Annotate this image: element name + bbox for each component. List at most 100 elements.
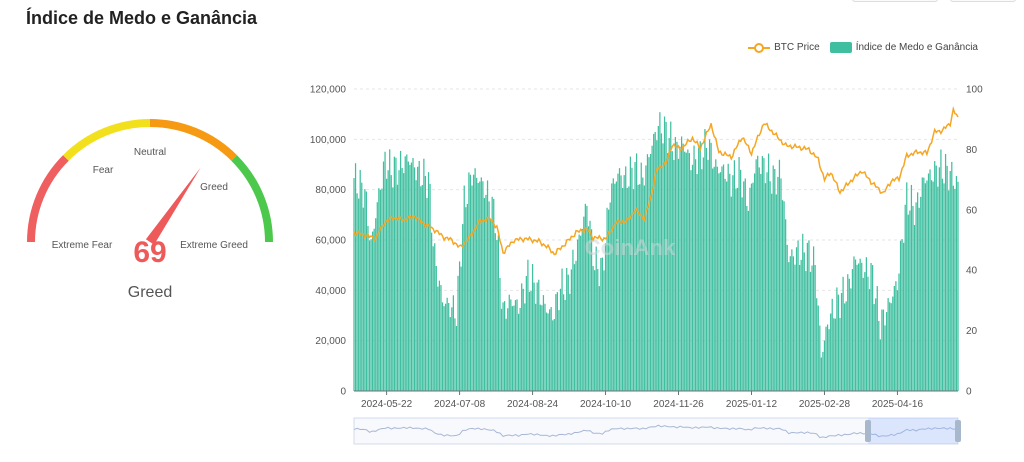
index-bar <box>938 167 940 391</box>
zoom-selection <box>868 418 958 444</box>
index-bar <box>930 180 933 391</box>
legend-item-btc[interactable]: BTC Price <box>748 42 820 53</box>
index-bar <box>417 166 419 391</box>
index-bar <box>812 246 815 391</box>
index-bar <box>749 187 751 391</box>
x-tick-label: 2025-01-12 <box>726 399 778 410</box>
index-bar <box>820 357 822 391</box>
gauge-segment-greed <box>149 119 237 161</box>
index-bar <box>382 161 385 391</box>
index-bar <box>951 161 953 391</box>
index-bar <box>732 175 734 391</box>
index-bar <box>476 177 478 391</box>
index-bar <box>646 154 649 391</box>
index-bar <box>856 264 858 391</box>
index-bar <box>544 303 546 391</box>
index-bar <box>642 177 644 391</box>
index-bar <box>618 168 621 391</box>
index-bar <box>379 189 382 391</box>
index-bar <box>465 207 467 391</box>
index-bar <box>643 185 645 391</box>
index-bar <box>632 189 635 391</box>
index-bar <box>657 125 659 391</box>
index-bar <box>681 136 683 391</box>
index-bar <box>744 178 746 391</box>
index-bar <box>881 309 883 391</box>
x-tick-label: 2024-10-10 <box>580 399 632 410</box>
index-bar <box>390 175 392 391</box>
index-bar <box>631 167 633 391</box>
index-bar <box>362 207 364 391</box>
index-bar <box>549 309 551 391</box>
data-zoom-slider[interactable] <box>353 417 961 445</box>
index-bar <box>510 299 512 391</box>
index-bar <box>743 181 745 391</box>
index-bar <box>851 269 854 391</box>
legend-item-index[interactable]: Índice de Medo e Ganância <box>829 42 978 53</box>
index-bar <box>598 286 600 391</box>
index-bar <box>771 193 773 391</box>
index-bar <box>547 313 549 391</box>
index-bar <box>472 174 475 391</box>
top-tab[interactable] <box>950 0 1016 2</box>
index-bar <box>358 198 360 391</box>
index-bar <box>558 310 560 391</box>
index-bar <box>561 268 563 391</box>
index-bar <box>653 133 655 391</box>
index-bar <box>803 252 805 391</box>
index-bar <box>474 168 476 391</box>
index-bar <box>769 181 771 391</box>
x-tick-label: 2025-02-28 <box>799 399 851 410</box>
y-axis-right: 0 20 40 60 80 100 <box>966 85 983 398</box>
index-bar <box>409 164 411 391</box>
index-bar <box>522 288 524 391</box>
index-bar <box>628 186 630 391</box>
index-bar <box>499 277 501 391</box>
index-bar <box>356 193 358 391</box>
top-tab[interactable] <box>852 0 938 2</box>
index-bar <box>797 240 799 391</box>
index-bar <box>396 184 399 391</box>
index-bar <box>586 205 588 391</box>
index-bar <box>444 303 447 391</box>
index-bar <box>550 306 552 391</box>
index-bar <box>764 183 767 391</box>
index-bar <box>713 166 715 391</box>
index-bar <box>814 264 816 391</box>
index-bar <box>451 307 453 391</box>
index-bar <box>611 183 613 391</box>
watermark: CoinAnk <box>585 235 676 260</box>
index-bar <box>910 184 913 391</box>
index-bar <box>727 163 729 391</box>
y-left-tick-label: 80,000 <box>315 185 346 196</box>
index-bar <box>403 173 405 391</box>
index-bar <box>715 159 717 391</box>
index-bar <box>594 270 596 391</box>
index-bar <box>932 181 934 391</box>
index-bar <box>799 264 801 391</box>
index-bar <box>875 298 877 391</box>
index-bar <box>780 178 782 391</box>
index-bar <box>677 158 680 391</box>
index-bar <box>581 228 583 391</box>
index-bar <box>705 147 708 391</box>
index-bar <box>497 235 500 391</box>
index-bar <box>645 165 647 391</box>
index-bar <box>457 275 459 391</box>
index-bar <box>552 320 554 391</box>
index-bar <box>528 291 531 391</box>
index-bar <box>757 155 759 391</box>
index-bar <box>755 159 757 391</box>
index-bar <box>614 183 616 391</box>
index-bar <box>753 173 756 391</box>
index-bar <box>766 172 768 391</box>
index-bar <box>904 204 906 391</box>
index-bar <box>712 168 714 391</box>
index-bar <box>398 170 400 391</box>
index-bar <box>483 198 486 391</box>
x-tick-label: 2024-05-22 <box>361 399 413 410</box>
index-bar <box>730 196 732 391</box>
index-bar <box>415 180 417 391</box>
index-bar <box>823 340 826 391</box>
index-bar <box>833 318 835 391</box>
